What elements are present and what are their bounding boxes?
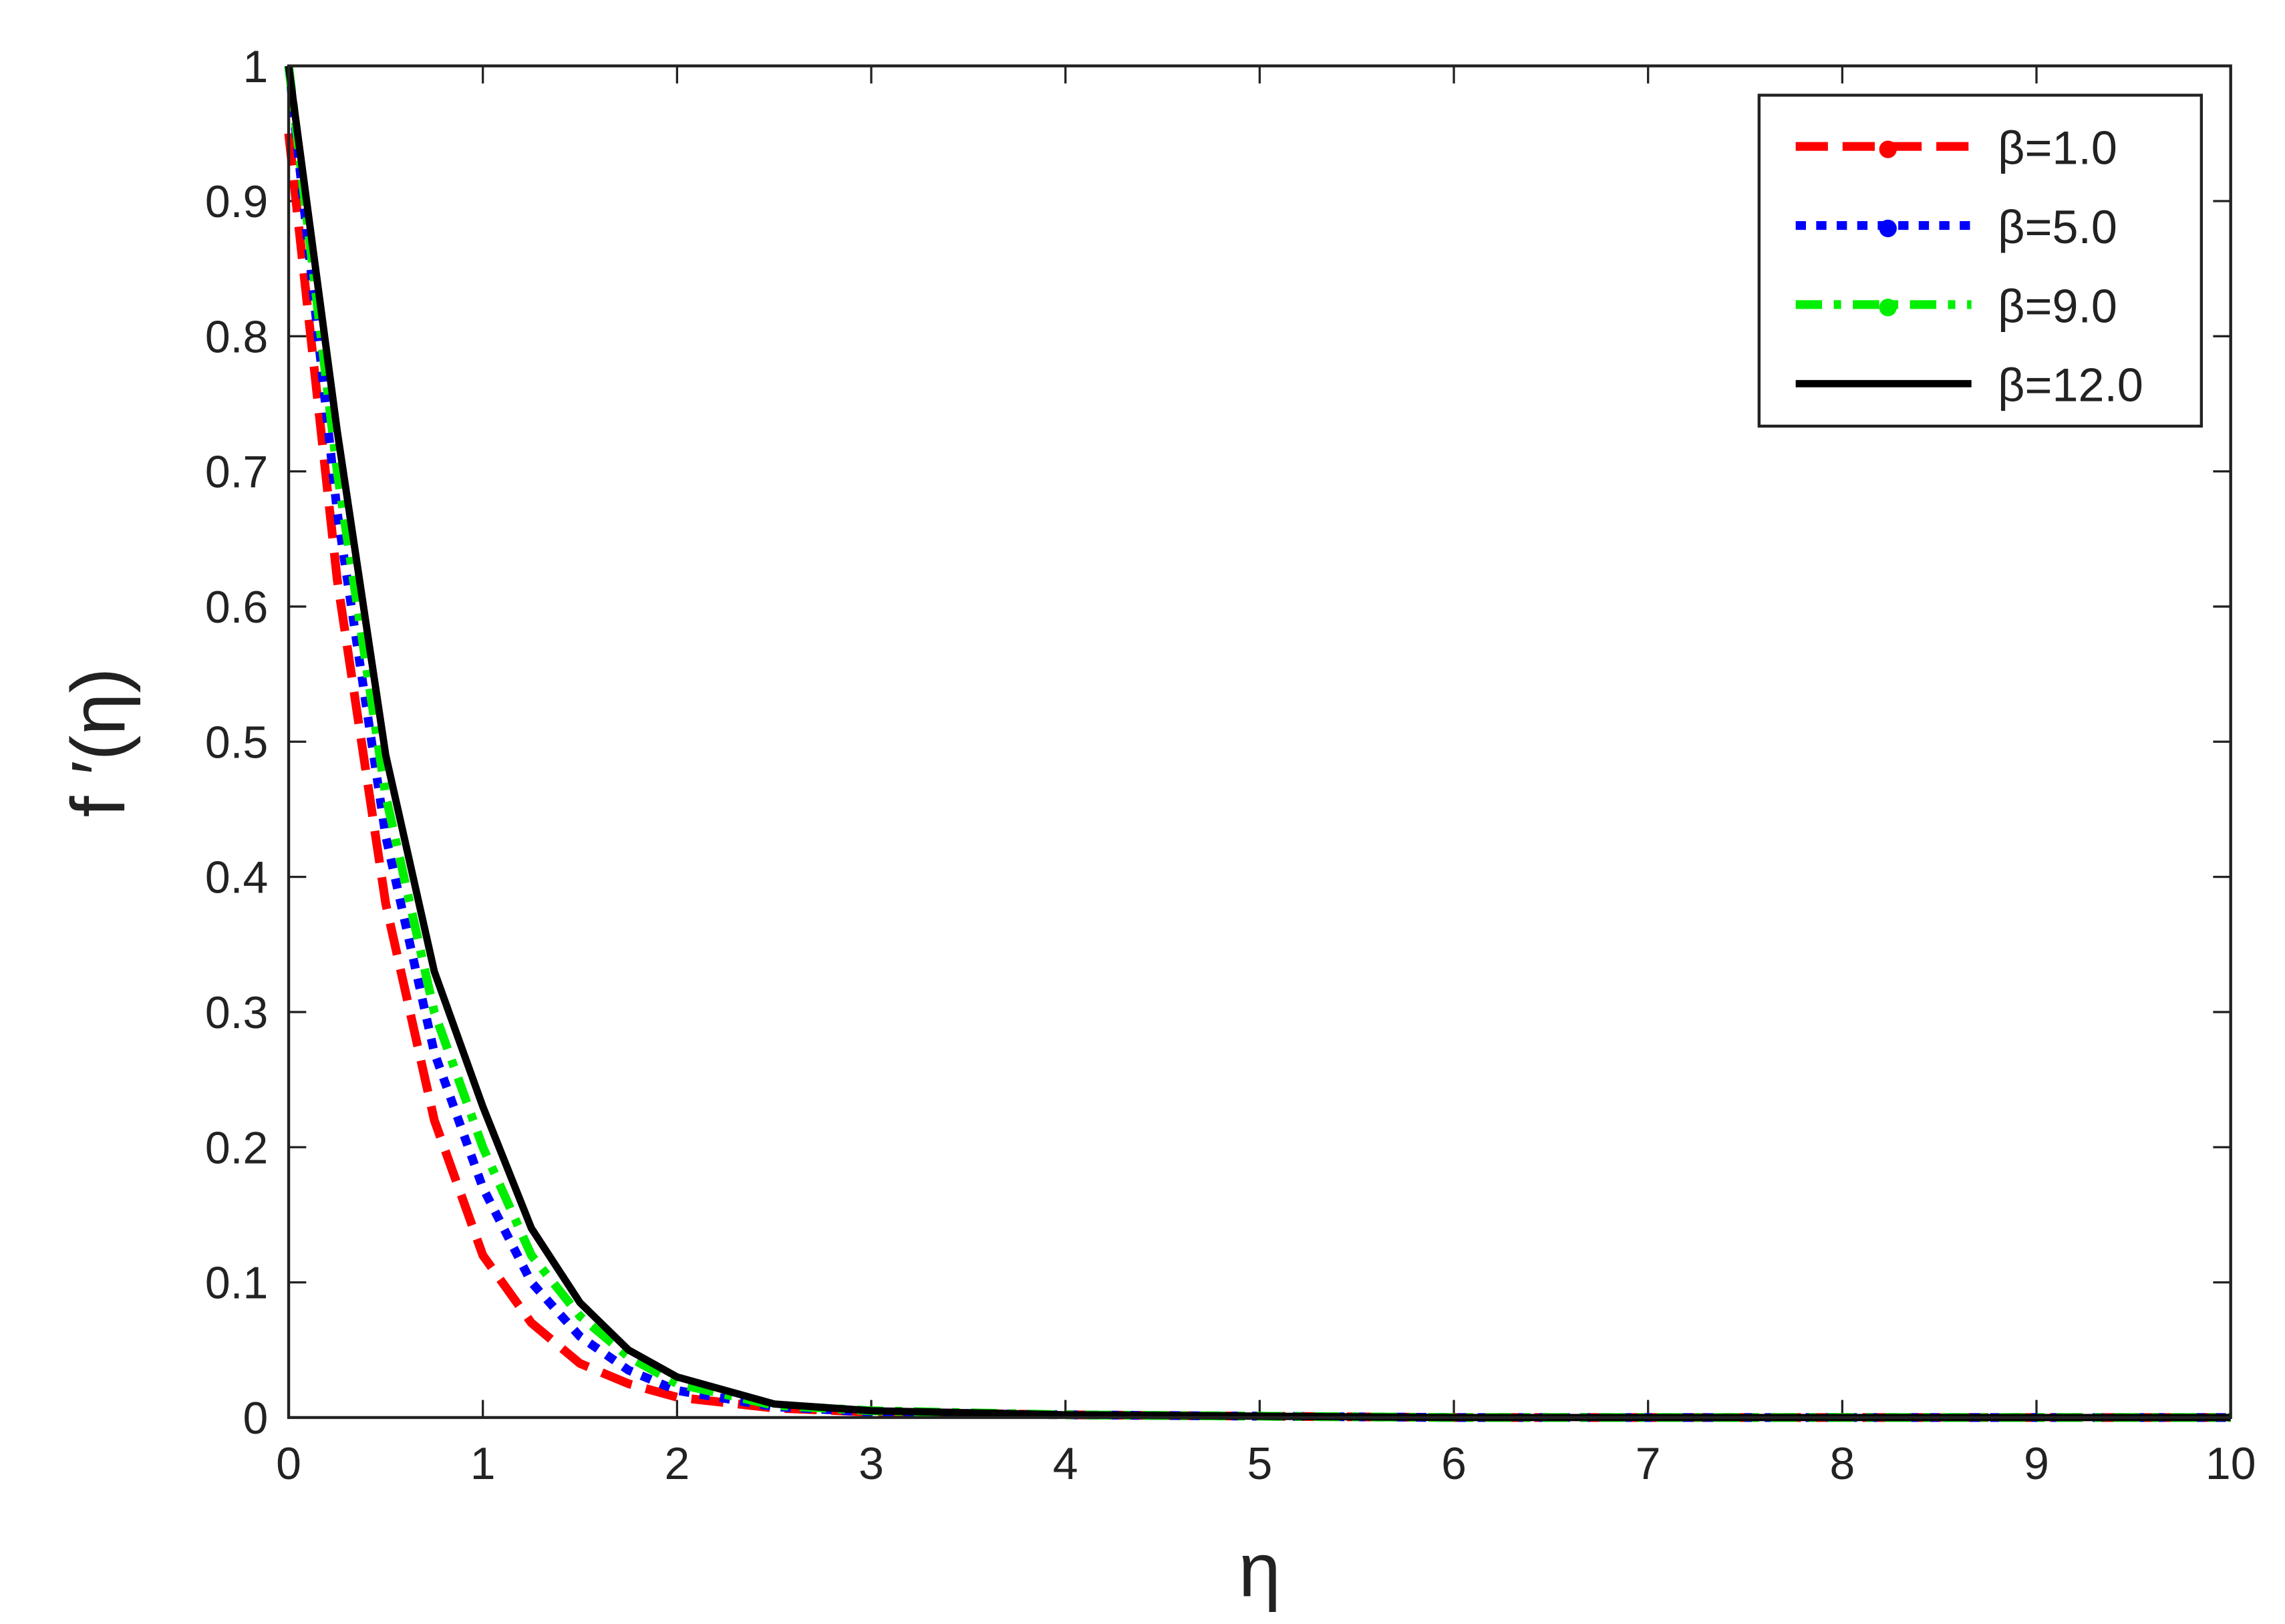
x-tick-label: 6 [1441, 1438, 1467, 1489]
y-tick-label: 0.1 [205, 1258, 268, 1309]
x-tick-label: 8 [1829, 1438, 1855, 1489]
y-tick-label: 0.6 [205, 582, 268, 633]
x-axis-label: η [1239, 1528, 1281, 1613]
legend-label: β=9.0 [1998, 280, 2117, 332]
plot-frame [287, 64, 2232, 1420]
x-tick-label: 3 [859, 1438, 884, 1489]
legend-label: β=1.0 [1998, 122, 2117, 174]
x-tick-label: 9 [2024, 1438, 2049, 1489]
x-tick-label: 5 [1247, 1438, 1272, 1489]
legend-label: β=12.0 [1998, 359, 2143, 412]
legend-marker [1879, 219, 1897, 238]
x-tick-label: 2 [664, 1438, 690, 1489]
legend-label: β=5.0 [1998, 201, 2117, 253]
x-tick-label: 7 [1636, 1438, 1661, 1489]
y-tick-label: 1 [243, 41, 269, 92]
legend-box [1757, 94, 2203, 428]
x-tick-label: 0 [276, 1438, 301, 1489]
legend-marker [1879, 299, 1897, 317]
x-tick-label: 10 [2205, 1438, 2256, 1489]
y-tick-label: 0.5 [205, 717, 268, 768]
x-tick-label: 4 [1053, 1438, 1078, 1489]
y-tick-label: 0.4 [205, 852, 268, 903]
y-tick-label: 0.2 [205, 1122, 268, 1173]
y-tick-label: 0.8 [205, 311, 268, 362]
y-axis-label: f ′(η) [57, 667, 142, 817]
y-tick-label: 0.3 [205, 987, 268, 1038]
y-tick-label: 0 [243, 1393, 269, 1444]
x-tick-label: 1 [470, 1438, 496, 1489]
y-tick-label: 0.9 [205, 176, 268, 227]
y-tick-label: 0.7 [205, 447, 268, 498]
legend-marker [1879, 140, 1897, 158]
